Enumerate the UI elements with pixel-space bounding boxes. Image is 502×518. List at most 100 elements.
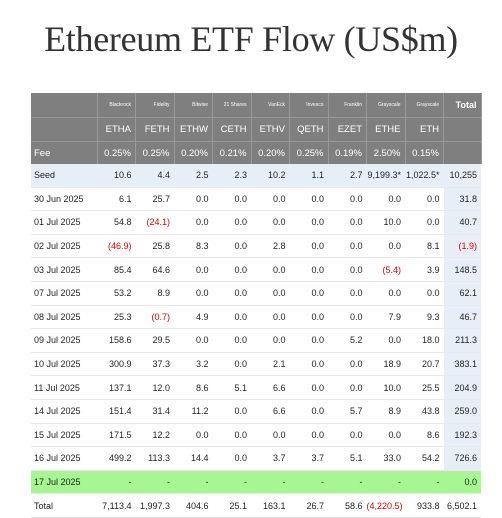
fee-value: 0.21%	[212, 141, 252, 164]
flow-value: 26.7	[289, 493, 328, 518]
flow-value: 137.1	[97, 375, 136, 400]
ticker-corner	[31, 117, 98, 142]
issuer-header: Grayscale	[366, 93, 406, 118]
ticker-header: EZET	[328, 117, 367, 142]
row-date: Seed	[31, 164, 97, 188]
flow-value: (46.9)	[97, 234, 136, 259]
flow-value: 3.2	[174, 352, 213, 377]
flow-value: 113.3	[135, 446, 174, 471]
flow-value: 9,199.3*	[366, 164, 405, 188]
flow-value: -	[174, 470, 213, 495]
flow-value: 54.8	[97, 210, 136, 235]
flow-value: 2.3	[212, 164, 251, 188]
row-total: 40.7	[443, 210, 481, 235]
flow-value: (24.1)	[135, 210, 174, 235]
row-date: 16 Jul 2025	[31, 446, 97, 471]
ticker-header: ETHE	[366, 117, 406, 142]
flow-value: 0.0	[289, 305, 328, 330]
flow-value: 8.9	[366, 399, 405, 424]
page-title: Ethereum ETF Flow (US$m)	[44, 19, 458, 59]
header-corner	[31, 93, 98, 118]
flow-value: 25.7	[135, 187, 174, 212]
fee-value: 0.15%	[405, 141, 444, 164]
flow-value: 20.7	[405, 352, 444, 377]
row-date: 07 Jul 2025	[31, 281, 97, 306]
flow-value: 25.3	[97, 305, 136, 330]
flow-value: -	[97, 470, 136, 495]
flow-value: (5.4)	[366, 257, 405, 282]
flow-value: 0.0	[251, 305, 290, 330]
flow-value: 0.0	[328, 210, 367, 235]
flow-value: 0.0	[289, 423, 328, 448]
flow-value: (0.7)	[135, 305, 174, 330]
flow-value: 7,113.4	[97, 493, 136, 518]
flow-value: 43.8	[405, 399, 444, 424]
ticker-header: ETHA	[97, 117, 136, 142]
row-date: 14 Jul 2025	[31, 399, 97, 424]
table-row: Seed 10.6 4.4 2.5 2.3 10.2 1.1 2.7 9,199.3* 1,022…	[31, 164, 481, 188]
table-row: 16 Jul 2025 499.2 113.3 14.4 0.0 3.7 3.7 5.1 33.…	[31, 446, 481, 471]
flow-value: 8.9	[135, 281, 174, 306]
flow-value: 25.1	[212, 493, 251, 518]
row-date: 09 Jul 2025	[31, 328, 97, 353]
flow-value: 158.6	[97, 328, 136, 353]
row-date: 03 Jul 2025	[31, 257, 97, 282]
flow-value: 0.0	[328, 423, 367, 448]
flow-value: 2.8	[251, 234, 290, 259]
row-total: 10,255	[443, 164, 481, 188]
row-date: 30 Jun 2025	[31, 187, 97, 212]
row-date: 15 Jul 2025	[31, 423, 97, 448]
flow-value: 300.9	[97, 352, 136, 377]
fee-value: 2.50%	[366, 141, 406, 164]
flow-value: 10.6	[97, 164, 136, 188]
flow-value: 37.3	[135, 352, 174, 377]
flow-value: 7.9	[366, 305, 405, 330]
flow-value: 0.0	[405, 187, 444, 212]
table-row: 01 Jul 2025 54.8 (24.1) 0.0 0.0 0.0 0.0 0.0 10.0…	[31, 210, 481, 235]
flow-value: 0.0	[174, 423, 213, 448]
flow-value: 0.0	[289, 375, 328, 400]
flow-value: 0.0	[289, 257, 328, 282]
table-row: 11 Jul 2025 137.1 12.0 8.6 5.1 6.6 0.0 0.0 10.0 2…	[31, 375, 481, 400]
flow-value: 25.5	[405, 375, 444, 400]
row-date: 10 Jul 2025	[31, 352, 97, 377]
row-date: Total	[31, 493, 97, 518]
flow-value: 0.0	[289, 234, 328, 259]
fee-value: 0.20%	[251, 141, 290, 164]
flow-value: 5.1	[212, 375, 251, 400]
ticker-header: ETHV	[251, 117, 290, 142]
flow-value: 0.0	[212, 352, 251, 377]
row-total: 46.7	[443, 305, 481, 330]
flow-value: 8.6	[405, 423, 444, 448]
row-total: 726.6	[443, 446, 481, 471]
flow-value: 12.2	[135, 423, 174, 448]
row-total: (1.9)	[443, 234, 481, 259]
flow-value: 1.1	[289, 164, 328, 188]
flow-value: 0.0	[251, 187, 290, 212]
table-row: 03 Jul 2025 85.4 64.6 0.0 0.0 0.0 0.0 0.0 (5.4) 3…	[31, 257, 481, 282]
flow-value: 0.0	[328, 375, 367, 400]
issuer-header: VanEck	[251, 93, 290, 118]
ticker-header: ETH	[405, 117, 444, 142]
flow-value: -	[328, 470, 367, 495]
flow-value: 8.6	[174, 375, 213, 400]
flow-value: 0.0	[328, 234, 367, 259]
flow-value: 6.6	[251, 399, 290, 424]
flow-value: 0.0	[174, 281, 213, 306]
flow-value: 499.2	[97, 446, 136, 471]
flow-value: 31.4	[135, 399, 174, 424]
flow-value: 58.6	[328, 493, 367, 518]
row-total: 6,502.1	[443, 493, 481, 518]
flow-value: 0.0	[174, 257, 213, 282]
total-header: Total	[443, 93, 482, 118]
ticker-header: CETH	[212, 117, 252, 142]
table-row: 30 Jun 2025 6.1 25.7 0.0 0.0 0.0 0.0 0.0 0.0 0.0 3…	[31, 187, 481, 212]
table-row: 07 Jul 2025 53.2 8.9 0.0 0.0 0.0 0.0 0.0 0.0 0.0 6…	[31, 281, 481, 306]
flow-value: 0.0	[289, 328, 328, 353]
flow-value: 0.0	[174, 187, 213, 212]
flow-value: 11.2	[174, 399, 213, 424]
flow-value: -	[212, 470, 251, 495]
fee-row: Fee 0.25% 0.25% 0.20% 0.21% 0.20% 0.25% 0.19% 2.…	[31, 141, 482, 164]
flow-value: 3.7	[251, 446, 290, 471]
table-row: 17 Jul 2025- - - - - - - - -0.0	[31, 470, 481, 495]
